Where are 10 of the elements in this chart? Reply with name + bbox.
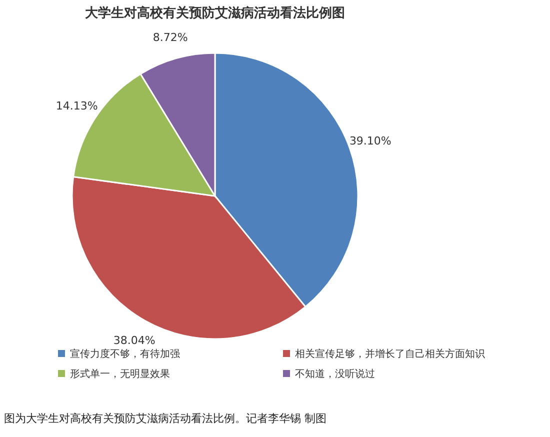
legend-label: 相关宣传足够，并增长了自己相关方面知识: [295, 348, 485, 360]
chart-title: 大学生对高校有关预防艾滋病活动看法比例图: [85, 5, 345, 21]
text: 图为大学生对高校有关预防艾滋病活动看法比例。记者李华锡 制图: [4, 412, 326, 425]
data-label: 14.13%: [56, 100, 98, 113]
data-label: 39.10%: [349, 134, 392, 148]
data-label: 38.04%: [113, 334, 156, 347]
legend-label: 宣传力度不够，有待加强: [70, 348, 180, 360]
data-label: 8.72%: [152, 31, 188, 44]
legend-label: 形式单一，无明显效果: [70, 368, 170, 380]
legend-label: 不知道，没听说过: [295, 368, 375, 380]
